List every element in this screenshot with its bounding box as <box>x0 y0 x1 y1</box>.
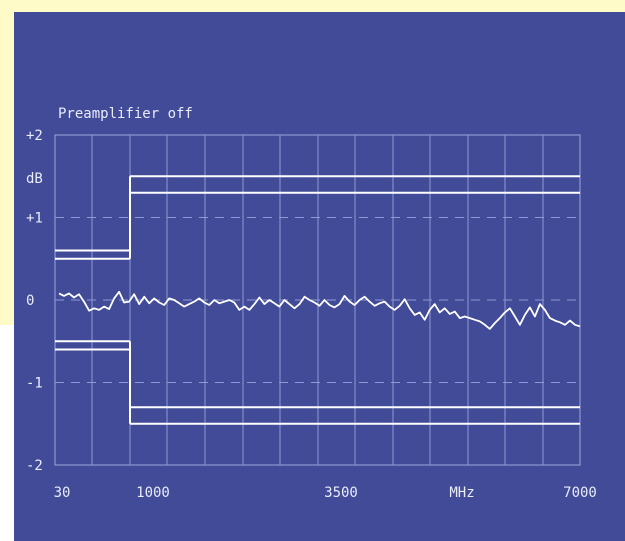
x-tick-label: 30 <box>54 485 71 501</box>
y-tick-label: +1 <box>26 211 43 227</box>
y-tick-label: 0 <box>26 293 34 309</box>
chart-title: Preamplifier off <box>58 106 193 122</box>
left-margin-strip <box>0 325 14 541</box>
grid-lines <box>54 134 581 466</box>
x-tick-label: 3500 <box>324 485 358 501</box>
x-tick-label: 7000 <box>563 485 597 501</box>
measurement-trace <box>58 290 581 330</box>
tick-labels: +2 +1 0 -1 -2 30 1000 3500 MHz 7000 <box>26 128 597 501</box>
limit-lines <box>55 175 580 425</box>
y-tick-label: -2 <box>26 458 43 474</box>
y-tick-label: -1 <box>26 376 43 392</box>
x-tick-label: 1000 <box>136 485 170 501</box>
x-axis-unit-label: MHz <box>449 485 474 501</box>
y-tick-label: +2 <box>26 128 43 144</box>
trace-layer <box>58 290 581 330</box>
chart-panel <box>14 12 625 541</box>
y-axis-unit-label: dB <box>26 171 43 187</box>
